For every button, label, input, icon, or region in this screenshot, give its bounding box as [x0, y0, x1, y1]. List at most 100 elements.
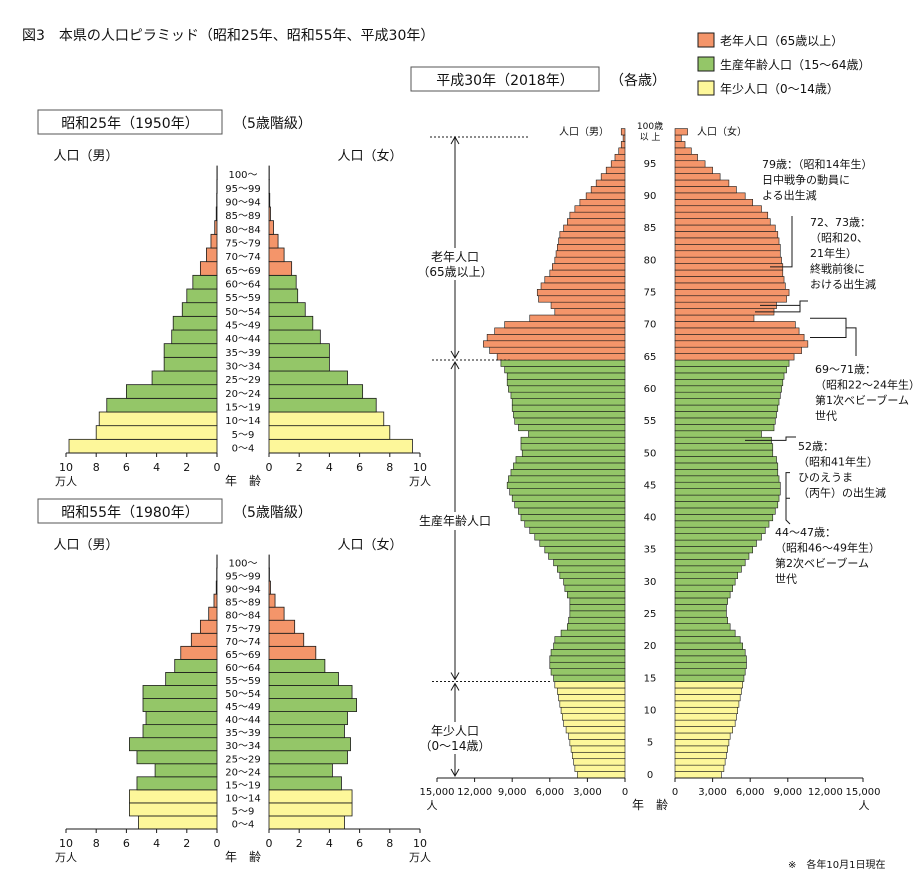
age-label: 15～19 — [225, 403, 260, 414]
age-label: 40～44 — [225, 334, 260, 345]
bar-male — [163, 343, 218, 358]
bar-female — [674, 616, 728, 624]
bar-female — [674, 359, 790, 367]
bar-male — [515, 456, 626, 464]
annotation-line: 第1次ベビーブーム — [815, 393, 909, 407]
bar-female — [674, 340, 809, 348]
bar-female — [268, 698, 357, 712]
bar-male — [536, 289, 626, 297]
bar-female — [674, 649, 746, 657]
legend-swatch-young — [697, 80, 715, 96]
age-label: 20～24 — [225, 389, 260, 400]
bar-male — [506, 481, 626, 489]
bar-male — [513, 462, 626, 470]
bar-female — [674, 327, 800, 335]
bar-male — [520, 436, 626, 444]
bar-female — [674, 681, 743, 689]
bar-female — [674, 726, 733, 734]
age-tick-label: 25 — [644, 609, 657, 620]
bar-female — [268, 315, 314, 331]
age-label: 0～4 — [232, 820, 255, 831]
bar-female — [674, 526, 766, 534]
bar-male — [550, 301, 626, 309]
bar-male — [568, 616, 626, 624]
bar-female — [268, 247, 285, 263]
bar-female — [674, 256, 782, 264]
bar-female — [674, 469, 779, 477]
chart-title-box — [37, 498, 223, 524]
bar-female — [674, 674, 745, 682]
bar-male — [138, 815, 218, 830]
age-label: 55～59 — [225, 676, 260, 687]
bar-male — [508, 385, 626, 393]
age-tick-label: 75 — [644, 288, 657, 299]
bar-male — [569, 597, 626, 605]
bar-male — [569, 211, 626, 219]
bar-male — [538, 295, 626, 303]
bar-male — [557, 244, 626, 252]
bar-male — [190, 632, 218, 647]
bar-female — [674, 417, 776, 425]
annotation-line: （昭和46～49年生） — [775, 541, 880, 555]
bar-male — [513, 411, 626, 419]
bar-male — [95, 425, 218, 440]
annotation-leader — [785, 485, 791, 525]
x-tick-label-female: 15,000 — [846, 787, 881, 798]
bar-female — [674, 166, 713, 174]
bar-male — [544, 276, 626, 284]
bar-male — [548, 552, 626, 560]
bar-male — [174, 658, 218, 673]
bar-male — [560, 629, 626, 637]
x-tick-label-female: 3,000 — [698, 787, 727, 798]
bar-male — [553, 642, 626, 650]
young-group-label: 年少人口 — [431, 724, 479, 738]
annotation-line: 79歳：（昭和14年生） — [762, 157, 873, 171]
pyramid-1980: 昭和55年（1980年） （5歳階級） 人口（男） 人口（女） 0～4 5～9 10～14 1… — [37, 498, 431, 864]
age-label: 50～54 — [225, 689, 260, 700]
male-axis-label: 人口（男） — [53, 149, 118, 164]
age-label: 85～89 — [225, 211, 260, 222]
bar-female — [674, 192, 746, 200]
bar-male — [511, 404, 626, 412]
bar-female — [268, 220, 274, 235]
bar-male — [563, 578, 626, 586]
age-tick-label: 80 — [644, 255, 657, 266]
age-tick-label: 20 — [644, 641, 657, 652]
bar-female — [674, 372, 785, 380]
bar-male — [213, 593, 218, 608]
bar-female — [674, 552, 750, 560]
bar-female — [674, 713, 737, 721]
bracket-elderly-head-top — [450, 135, 460, 145]
bar-female — [268, 750, 348, 765]
age-label: 25～29 — [225, 375, 260, 386]
bar-female — [674, 443, 774, 451]
bar-male — [539, 539, 626, 547]
legend-label-working: 生産年齢人口（15～64歳） — [720, 57, 871, 72]
bar-male — [567, 218, 626, 226]
bar-male — [620, 128, 626, 136]
bar-female — [674, 514, 774, 522]
pyramid-1950: 昭和25年（1950年） （5歳階級） 人口（男） 人口（女） 0～4 5～9 10～14 1… — [37, 109, 431, 488]
annotation-line: 21年生） — [810, 246, 857, 260]
age-label: 50～54 — [225, 307, 260, 318]
bar-female — [674, 218, 771, 226]
x-tick-label-male: 4 — [153, 837, 160, 850]
bar-male — [199, 619, 218, 634]
age-label: 85～89 — [225, 598, 260, 609]
annotation-line: 日中戦争の動員に — [762, 173, 850, 187]
bar-female — [674, 668, 746, 676]
bar-female — [674, 128, 688, 136]
annotation-leader — [785, 472, 790, 499]
legend-label-young: 年少人口（0～14歳） — [720, 82, 839, 96]
bar-female — [268, 329, 321, 345]
age-label: 45～49 — [225, 321, 260, 332]
bar-female — [268, 815, 345, 830]
bar-male — [210, 233, 218, 249]
age-label: 25～29 — [225, 754, 260, 765]
bar-female — [674, 398, 780, 406]
annotation-leader — [846, 327, 857, 356]
bar-male — [506, 372, 626, 380]
bar-male — [129, 737, 218, 752]
bar-male — [577, 771, 626, 779]
